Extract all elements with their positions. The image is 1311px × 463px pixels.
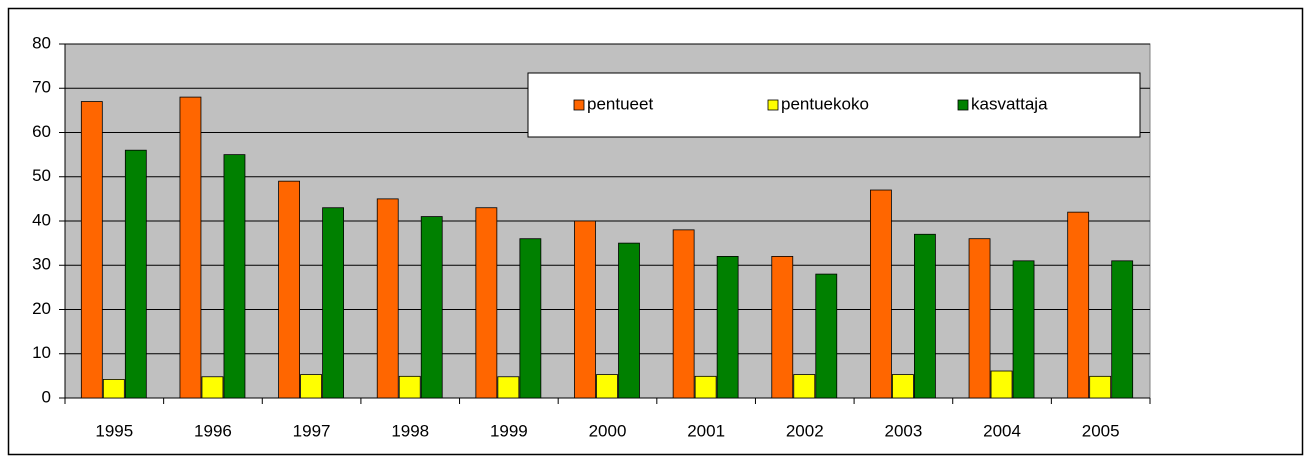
bar xyxy=(618,242,640,399)
x-tick-label: 1996 xyxy=(194,421,232,440)
bar xyxy=(815,273,838,399)
x-tick-label: 2005 xyxy=(1082,421,1120,440)
bar xyxy=(1067,211,1090,399)
bar xyxy=(80,101,103,399)
y-tick-label: 80 xyxy=(32,33,51,52)
legend xyxy=(527,72,1141,138)
bar xyxy=(223,154,246,399)
bar xyxy=(278,180,300,399)
bar xyxy=(574,220,596,399)
x-tick-label: 2003 xyxy=(884,421,922,440)
bar xyxy=(870,189,892,399)
y-tick-label: 70 xyxy=(32,78,51,97)
x-tick-label: 1998 xyxy=(391,421,429,440)
legend-swatch xyxy=(767,99,779,111)
x-tick-label: 2000 xyxy=(589,421,627,440)
bar xyxy=(694,375,717,399)
bar xyxy=(1012,260,1035,399)
y-tick-label: 40 xyxy=(32,210,51,229)
bar xyxy=(201,376,224,399)
y-tick-label: 30 xyxy=(32,255,51,274)
bar xyxy=(519,238,542,399)
bar xyxy=(179,96,202,399)
x-tick-label: 1995 xyxy=(95,421,133,440)
x-tick-label: 1997 xyxy=(293,421,331,440)
bar xyxy=(914,233,936,399)
y-tick-label: 20 xyxy=(32,299,51,318)
bar xyxy=(497,376,520,399)
bar xyxy=(475,207,498,399)
bar xyxy=(968,238,991,399)
y-tick-label: 50 xyxy=(32,166,51,185)
legend-swatch xyxy=(957,99,969,111)
x-tick-label: 2001 xyxy=(687,421,725,440)
legend-label: pentueet xyxy=(587,94,653,113)
bar xyxy=(124,149,147,399)
bar xyxy=(990,370,1013,399)
x-tick-label: 2004 xyxy=(983,421,1021,440)
y-tick-label: 0 xyxy=(42,387,51,406)
bar xyxy=(300,374,322,399)
bar xyxy=(102,379,125,399)
y-tick-label: 10 xyxy=(32,343,51,362)
legend-swatch xyxy=(573,99,585,111)
bar xyxy=(322,207,344,399)
bar xyxy=(1111,260,1134,399)
x-tick-label: 2002 xyxy=(786,421,824,440)
bar xyxy=(420,216,443,399)
bar xyxy=(892,374,914,399)
bar xyxy=(596,374,618,399)
bar xyxy=(1089,375,1112,399)
legend-label: kasvattaja xyxy=(971,94,1048,113)
legend-label: pentuekoko xyxy=(781,94,869,113)
bar xyxy=(398,375,421,399)
bar xyxy=(376,198,399,399)
bar xyxy=(771,255,794,399)
bar xyxy=(672,229,695,399)
y-tick-label: 60 xyxy=(32,122,51,141)
x-tick-label: 1999 xyxy=(490,421,528,440)
bar xyxy=(716,255,739,399)
bar xyxy=(793,374,816,399)
